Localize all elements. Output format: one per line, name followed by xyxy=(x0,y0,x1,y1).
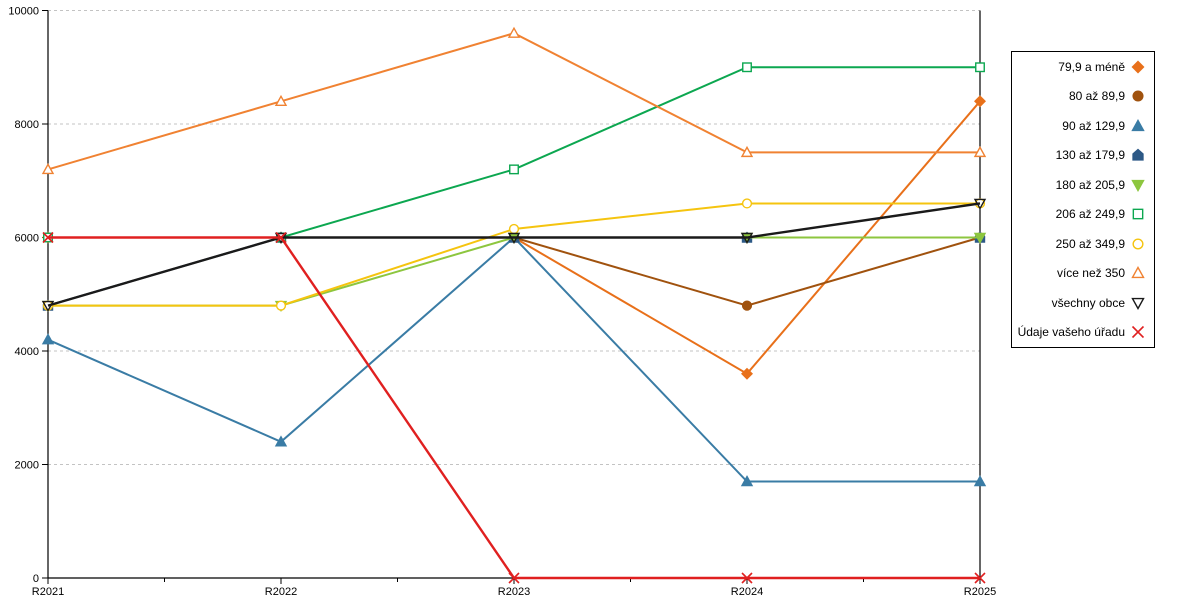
y-tick-label: 8000 xyxy=(15,119,39,131)
series-1 xyxy=(42,232,986,311)
data-point-marker xyxy=(973,232,987,244)
data-point-marker xyxy=(973,475,987,487)
data-point-marker xyxy=(41,333,55,345)
x-tick-label: R2023 xyxy=(498,586,530,598)
data-point-marker xyxy=(1131,179,1145,192)
legend-label: 206 až 249,9 xyxy=(1055,207,1125,222)
series-line xyxy=(48,202,980,307)
series-line xyxy=(48,236,980,580)
legend-label: 90 až 129,9 xyxy=(1062,118,1125,133)
data-point-marker xyxy=(741,572,753,584)
data-point-marker xyxy=(41,162,55,175)
series-8 xyxy=(41,198,987,313)
triangle-up-marker-icon xyxy=(1131,266,1145,279)
data-point-marker xyxy=(509,164,519,175)
series-3 xyxy=(42,231,986,311)
data-point-marker xyxy=(1132,238,1144,250)
data-point-marker xyxy=(1132,208,1144,220)
legend-item-5: 206 až 249,9 xyxy=(1012,200,1154,230)
data-point-marker xyxy=(1132,90,1144,102)
legend-item-8: všechny obce xyxy=(1012,288,1154,318)
data-point-marker xyxy=(274,94,288,107)
triangle-up-marker-icon xyxy=(1131,118,1145,131)
legend-label: 80 až 89,9 xyxy=(1068,89,1125,104)
data-point-marker xyxy=(507,26,521,38)
series-line xyxy=(47,202,981,307)
y-tick-label: 0 xyxy=(33,573,39,585)
legend-item-4: 180 až 205,9 xyxy=(1012,170,1154,200)
x-tick-label: R2021 xyxy=(32,586,64,598)
data-point-marker xyxy=(741,367,753,380)
series-4 xyxy=(41,232,987,313)
data-point-marker xyxy=(973,198,987,210)
y-tick-label: 10000 xyxy=(8,6,39,18)
legend-label: Údaje vašeho úřadu xyxy=(1017,325,1125,340)
y-tick-label: 4000 xyxy=(15,346,39,358)
y-tick-label: 2000 xyxy=(15,460,39,472)
data-point-marker xyxy=(740,145,754,158)
data-point-marker xyxy=(275,300,287,311)
triangle-down-marker-icon xyxy=(1131,297,1145,310)
legend-label: 79,9 a méně xyxy=(1058,59,1125,74)
legend-item-0: 79,9 a méně xyxy=(1012,52,1154,82)
legend-item-6: 250 až 349,9 xyxy=(1012,229,1154,259)
data-point-marker xyxy=(275,231,287,244)
legend-item-1: 80 až 89,9 xyxy=(1012,82,1154,112)
x-marker-icon xyxy=(1131,326,1145,339)
legend: 79,9 a méně 80 až 89,9 90 až 129,9 130 až 1… xyxy=(1011,51,1155,348)
x-tick-label: R2025 xyxy=(964,586,996,598)
legend-item-2: 90 až 129,9 xyxy=(1012,111,1154,141)
data-point-marker xyxy=(740,475,754,487)
data-point-marker xyxy=(973,145,987,158)
data-point-marker xyxy=(742,62,752,73)
legend-label: více než 350 xyxy=(1056,266,1125,281)
data-point-marker xyxy=(975,62,985,73)
legend-label: 130 až 179,9 xyxy=(1055,148,1125,163)
circle-marker-icon xyxy=(1132,90,1144,102)
data-point-marker xyxy=(507,232,521,244)
data-point-marker xyxy=(508,572,520,584)
data-point-marker xyxy=(42,231,54,244)
legend-item-9: Údaje vašeho úřadu xyxy=(1012,318,1154,348)
data-point-marker xyxy=(508,223,520,235)
triangle-down-marker-icon xyxy=(1131,179,1145,192)
data-point-marker xyxy=(1131,60,1145,74)
data-point-marker xyxy=(1131,118,1145,131)
series-9 xyxy=(42,231,986,584)
data-point-marker xyxy=(1131,326,1145,339)
y-tick-label: 6000 xyxy=(15,233,39,245)
plot-canvas: 0 2000 4000 6000 8000 10000 R2021 R2022 R2023 R20… xyxy=(8,6,996,599)
square-marker-icon xyxy=(1132,208,1144,220)
data-point-marker xyxy=(1131,266,1145,279)
diamond-marker-icon xyxy=(1131,60,1145,74)
legend-label: 250 až 349,9 xyxy=(1055,236,1125,251)
series-line xyxy=(47,236,980,483)
series-line xyxy=(47,236,980,307)
pentagon-marker-icon xyxy=(1132,148,1144,161)
legend-label: 180 až 205,9 xyxy=(1055,177,1125,192)
series-line xyxy=(47,32,980,171)
circle-marker-icon xyxy=(1132,238,1144,250)
legend-item-7: více než 350 xyxy=(1012,259,1154,289)
data-point-marker xyxy=(974,95,986,108)
series-line xyxy=(48,236,980,307)
legend-label: všechny obce xyxy=(1051,295,1125,310)
series-7 xyxy=(41,26,987,175)
data-point-marker xyxy=(274,435,288,447)
data-point-marker xyxy=(41,300,55,313)
series-2 xyxy=(41,231,987,487)
data-point-marker xyxy=(740,232,754,244)
x-tick-label: R2022 xyxy=(265,586,297,598)
series-line xyxy=(48,236,981,307)
legend-item-3: 130 až 179,9 xyxy=(1012,141,1154,171)
data-point-marker xyxy=(741,300,753,311)
data-point-marker xyxy=(1132,148,1144,161)
data-point-marker xyxy=(974,572,986,584)
x-tick-label: R2024 xyxy=(731,586,763,598)
data-point-marker xyxy=(1131,297,1145,310)
line-chart: 0 2000 4000 6000 8000 10000 R2021 R2022 R2023 R20… xyxy=(8,6,996,599)
series-6 xyxy=(42,198,986,311)
data-point-marker xyxy=(741,198,753,209)
